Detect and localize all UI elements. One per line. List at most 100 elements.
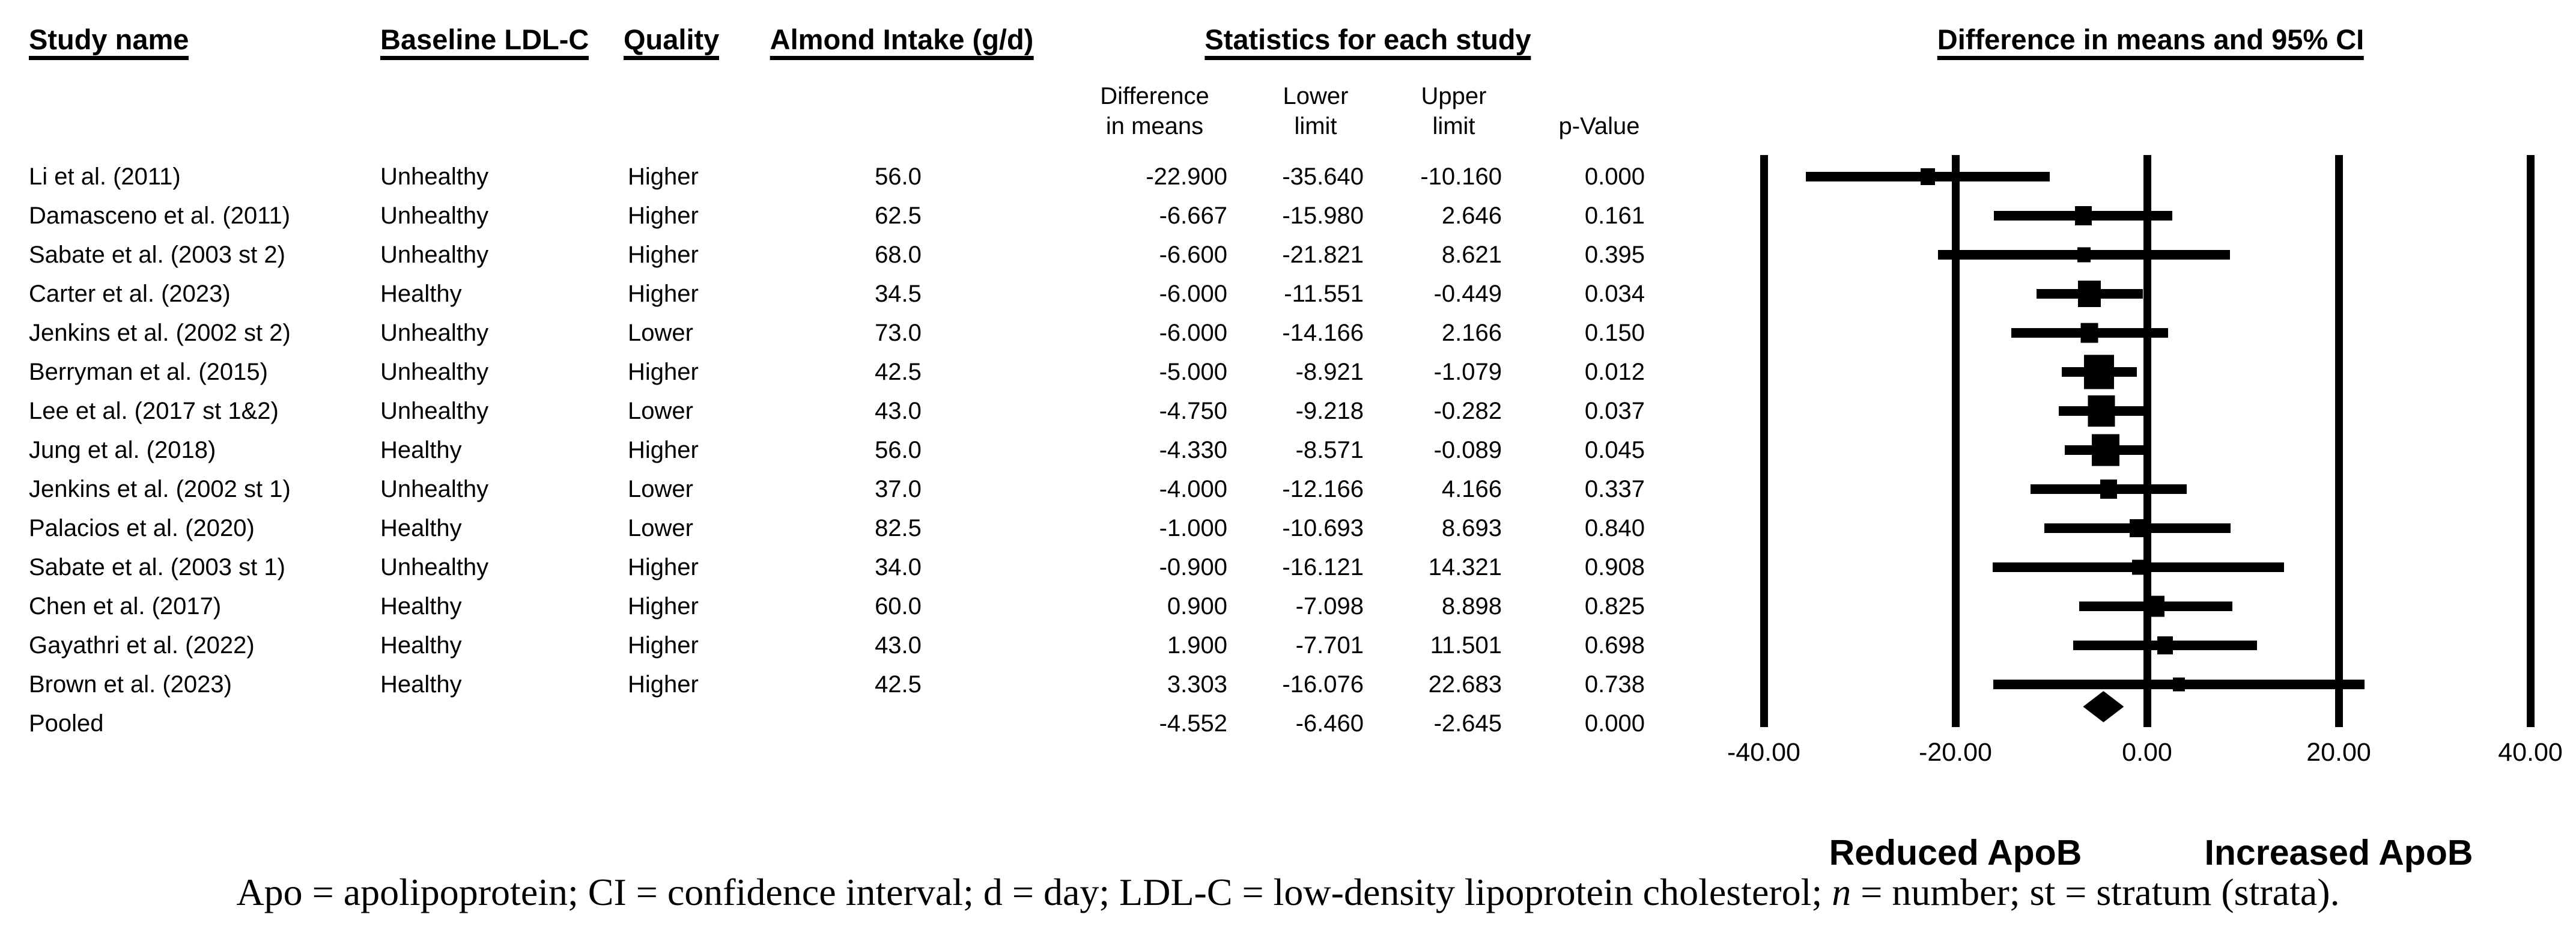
diff-in-means-cell: 0.900 bbox=[1167, 593, 1227, 620]
upper-limit-cell: -0.089 bbox=[1433, 437, 1502, 463]
effect-size-marker bbox=[2074, 206, 2092, 225]
p-value-cell: 0.337 bbox=[1584, 476, 1645, 502]
diff-in-means-cell: -0.900 bbox=[1159, 554, 1227, 580]
baseline-ldl-cell: Unhealthy bbox=[380, 242, 489, 268]
p-value-cell: 0.034 bbox=[1584, 281, 1645, 307]
quality-cell: Higher bbox=[628, 163, 699, 190]
p-value-cell: 0.012 bbox=[1584, 359, 1645, 385]
chart-title: Difference in means and 95% CI bbox=[1937, 25, 2365, 60]
quality-cell: Higher bbox=[628, 671, 699, 698]
study-name-cell: Jenkins et al. (2002 st 2) bbox=[29, 320, 291, 346]
lower-limit-cell: -10.693 bbox=[1282, 515, 1364, 541]
study-name-cell: Pooled bbox=[29, 710, 104, 737]
diff-in-means-cell: -22.900 bbox=[1146, 163, 1227, 190]
upper-limit-cell: 4.166 bbox=[1441, 476, 1502, 502]
subheader-difference-in-means: Difference in means bbox=[1100, 81, 1209, 141]
quality-cell: Higher bbox=[628, 593, 699, 620]
intake-cell: 43.0 bbox=[875, 632, 922, 659]
lower-limit-cell: -8.571 bbox=[1295, 437, 1364, 463]
axis-tick-label: 0.00 bbox=[2122, 738, 2172, 767]
diff-in-means-cell: -1.000 bbox=[1159, 515, 1227, 541]
baseline-ldl-cell: Unhealthy bbox=[380, 163, 489, 190]
upper-limit-cell: -0.449 bbox=[1433, 281, 1502, 307]
effect-size-marker bbox=[2130, 519, 2146, 537]
lower-limit-cell: -8.921 bbox=[1295, 359, 1364, 385]
effect-size-marker bbox=[2077, 247, 2091, 263]
p-value-cell: 0.738 bbox=[1584, 671, 1645, 698]
column-header-study-name: Study name bbox=[29, 25, 189, 60]
baseline-ldl-cell: Unhealthy bbox=[380, 476, 489, 502]
subheader-difference-line2: in means bbox=[1105, 113, 1204, 139]
quality-cell: Higher bbox=[628, 437, 699, 463]
intake-cell: 62.5 bbox=[875, 203, 922, 229]
footnote-text-2: = number; st = stratum (strata). bbox=[1851, 871, 2340, 913]
subheader-difference-line1: Difference bbox=[1100, 83, 1209, 109]
upper-limit-cell: 14.321 bbox=[1428, 554, 1502, 580]
study-name-cell: Jung et al. (2018) bbox=[29, 437, 216, 463]
effect-size-marker bbox=[2078, 281, 2101, 307]
column-header-baseline-ldl: Baseline LDL-C bbox=[380, 25, 589, 60]
lower-limit-cell: -16.121 bbox=[1282, 554, 1364, 580]
diff-in-means-cell: 3.303 bbox=[1167, 671, 1227, 698]
quality-cell: Lower bbox=[628, 320, 693, 346]
lower-limit-cell: -7.098 bbox=[1295, 593, 1364, 620]
lower-limit-cell: -12.166 bbox=[1282, 476, 1364, 502]
diff-in-means-cell: -6.600 bbox=[1159, 242, 1227, 268]
upper-limit-cell: 11.501 bbox=[1430, 632, 1502, 659]
lower-limit-cell: -9.218 bbox=[1295, 398, 1364, 424]
effect-size-marker bbox=[2080, 323, 2098, 343]
effect-size-marker bbox=[2084, 355, 2115, 389]
quality-cell: Higher bbox=[628, 554, 699, 580]
upper-limit-cell: -10.160 bbox=[1420, 163, 1502, 190]
upper-limit-cell: 2.646 bbox=[1441, 203, 1502, 229]
quality-cell: Lower bbox=[628, 398, 693, 424]
intake-cell: 73.0 bbox=[875, 320, 922, 346]
subheader-lower-line1: Lower bbox=[1283, 83, 1349, 109]
direction-label-increased: Increased ApoB bbox=[2204, 833, 2473, 873]
upper-limit-cell: 22.683 bbox=[1428, 671, 1502, 698]
footnote: Apo = apolipoprotein; CI = confidence in… bbox=[0, 870, 2576, 915]
intake-cell: 56.0 bbox=[875, 163, 922, 190]
p-value-cell: 0.825 bbox=[1584, 593, 1645, 620]
quality-cell: Lower bbox=[628, 476, 693, 502]
effect-size-marker bbox=[2157, 636, 2174, 654]
diff-in-means-cell: -4.000 bbox=[1159, 476, 1227, 502]
diff-in-means-cell: -6.000 bbox=[1159, 320, 1227, 346]
diff-in-means-cell: -4.552 bbox=[1159, 710, 1227, 737]
baseline-ldl-cell: Healthy bbox=[380, 593, 462, 620]
diff-in-means-cell: 1.900 bbox=[1167, 632, 1227, 659]
p-value-cell: 0.908 bbox=[1584, 554, 1645, 580]
subheader-p-value: p-Value bbox=[1558, 113, 1640, 139]
diff-in-means-cell: -5.000 bbox=[1159, 359, 1227, 385]
p-value-cell: 0.045 bbox=[1584, 437, 1645, 463]
study-name-cell: Sabate et al. (2003 st 1) bbox=[29, 554, 285, 580]
study-name-cell: Carter et al. (2023) bbox=[29, 281, 231, 307]
quality-cell: Higher bbox=[628, 281, 699, 307]
axis-tick-label: -20.00 bbox=[1919, 738, 1992, 767]
upper-limit-cell: 8.898 bbox=[1441, 593, 1502, 620]
intake-cell: 42.5 bbox=[875, 359, 922, 385]
effect-size-marker bbox=[2088, 395, 2115, 427]
direction-label-reduced: Reduced ApoB bbox=[1829, 833, 2082, 873]
p-value-cell: 0.150 bbox=[1584, 320, 1645, 346]
intake-cell: 34.0 bbox=[875, 554, 922, 580]
baseline-ldl-cell: Healthy bbox=[380, 281, 462, 307]
baseline-ldl-cell: Unhealthy bbox=[380, 203, 489, 229]
column-header-almond-intake: Almond Intake (g/d) bbox=[770, 25, 1034, 60]
baseline-ldl-cell: Unhealthy bbox=[380, 359, 489, 385]
diff-in-means-cell: -4.750 bbox=[1159, 398, 1227, 424]
quality-cell: Higher bbox=[628, 359, 699, 385]
upper-limit-cell: -1.079 bbox=[1433, 359, 1502, 385]
effect-size-marker bbox=[2172, 677, 2185, 692]
study-name-cell: Lee et al. (2017 st 1&2) bbox=[29, 398, 279, 424]
baseline-ldl-cell: Healthy bbox=[380, 632, 462, 659]
upper-limit-cell: 2.166 bbox=[1441, 320, 1502, 346]
study-name-cell: Berryman et al. (2015) bbox=[29, 359, 268, 385]
axis-tick-label: 40.00 bbox=[2498, 738, 2563, 767]
subheader-upper-line2: limit bbox=[1432, 113, 1475, 139]
p-value-cell: 0.037 bbox=[1584, 398, 1645, 424]
lower-limit-cell: -6.460 bbox=[1295, 710, 1364, 737]
subheader-lower-line2: limit bbox=[1294, 113, 1337, 139]
axis-gridline bbox=[2143, 155, 2151, 727]
